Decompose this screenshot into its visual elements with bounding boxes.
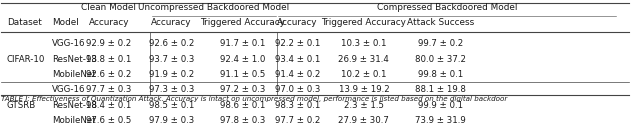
Text: 97.8 ± 0.3: 97.8 ± 0.3 [220, 116, 266, 125]
Text: 98.3 ± 0.1: 98.3 ± 0.1 [275, 100, 320, 110]
Text: GTSRB: GTSRB [7, 100, 36, 110]
Text: 93.4 ± 0.1: 93.4 ± 0.1 [275, 55, 320, 64]
Text: Model: Model [52, 18, 79, 27]
Text: 13.9 ± 19.2: 13.9 ± 19.2 [339, 85, 389, 94]
Text: 91.7 ± 0.1: 91.7 ± 0.1 [220, 40, 266, 48]
Text: Dataset: Dataset [7, 18, 42, 27]
Text: Accuracy: Accuracy [88, 18, 129, 27]
Text: ResNet-18: ResNet-18 [52, 100, 97, 110]
Text: 92.6 ± 0.2: 92.6 ± 0.2 [86, 70, 131, 79]
Text: ResNet-18: ResNet-18 [52, 55, 97, 64]
Text: MobileNet: MobileNet [52, 116, 96, 125]
Text: 91.9 ± 0.2: 91.9 ± 0.2 [149, 70, 194, 79]
Text: 93.8 ± 0.1: 93.8 ± 0.1 [86, 55, 131, 64]
Text: 99.8 ± 0.1: 99.8 ± 0.1 [418, 70, 463, 79]
Text: 80.0 ± 37.2: 80.0 ± 37.2 [415, 55, 466, 64]
Text: 97.6 ± 0.5: 97.6 ± 0.5 [86, 116, 131, 125]
Text: 97.7 ± 0.3: 97.7 ± 0.3 [86, 85, 131, 94]
Text: 99.7 ± 0.2: 99.7 ± 0.2 [418, 40, 463, 48]
Text: 98.4 ± 0.1: 98.4 ± 0.1 [86, 100, 131, 110]
Text: 2.3 ± 1.5: 2.3 ± 1.5 [344, 100, 384, 110]
Text: Uncompressed Backdoored Model: Uncompressed Backdoored Model [138, 3, 289, 12]
Text: 10.3 ± 0.1: 10.3 ± 0.1 [341, 40, 387, 48]
Text: 93.7 ± 0.3: 93.7 ± 0.3 [149, 55, 195, 64]
Text: 73.9 ± 31.9: 73.9 ± 31.9 [415, 116, 466, 125]
Text: 27.9 ± 30.7: 27.9 ± 30.7 [339, 116, 389, 125]
Text: 97.0 ± 0.3: 97.0 ± 0.3 [275, 85, 320, 94]
Text: 92.2 ± 0.1: 92.2 ± 0.1 [275, 40, 320, 48]
Text: MobileNet: MobileNet [52, 70, 96, 79]
Text: 91.4 ± 0.2: 91.4 ± 0.2 [275, 70, 320, 79]
Text: 98.5 ± 0.1: 98.5 ± 0.1 [149, 100, 195, 110]
Text: 91.1 ± 0.5: 91.1 ± 0.5 [220, 70, 266, 79]
Text: Accuracy: Accuracy [277, 18, 317, 27]
Text: 92.9 ± 0.2: 92.9 ± 0.2 [86, 40, 131, 48]
Text: 88.1 ± 19.8: 88.1 ± 19.8 [415, 85, 466, 94]
Text: 26.9 ± 31.4: 26.9 ± 31.4 [339, 55, 389, 64]
Text: 99.9 ± 0.1: 99.9 ± 0.1 [418, 100, 463, 110]
Text: Clean Model: Clean Model [81, 3, 136, 12]
Text: 98.6 ± 0.1: 98.6 ± 0.1 [220, 100, 266, 110]
Text: CIFAR-10: CIFAR-10 [7, 55, 45, 64]
Text: VGG-16: VGG-16 [52, 85, 86, 94]
Text: Triggered Accuracy: Triggered Accuracy [200, 18, 285, 27]
Text: Attack Success: Attack Success [407, 18, 474, 27]
Text: 97.9 ± 0.3: 97.9 ± 0.3 [149, 116, 194, 125]
Text: TABLE I: Effectiveness of Quantization Attack. Accuracy is intact on uncompresse: TABLE I: Effectiveness of Quantization A… [1, 96, 507, 102]
Text: 10.2 ± 0.1: 10.2 ± 0.1 [341, 70, 387, 79]
Text: Accuracy: Accuracy [151, 18, 192, 27]
Text: VGG-16: VGG-16 [52, 40, 86, 48]
Text: Triggered Accuracy: Triggered Accuracy [321, 18, 406, 27]
Text: 97.7 ± 0.2: 97.7 ± 0.2 [275, 116, 320, 125]
Text: 97.3 ± 0.3: 97.3 ± 0.3 [149, 85, 195, 94]
Text: Compressed Backdoored Model: Compressed Backdoored Model [377, 3, 518, 12]
Text: 92.6 ± 0.2: 92.6 ± 0.2 [149, 40, 195, 48]
Text: 92.4 ± 1.0: 92.4 ± 1.0 [220, 55, 266, 64]
Text: 97.2 ± 0.3: 97.2 ± 0.3 [220, 85, 266, 94]
